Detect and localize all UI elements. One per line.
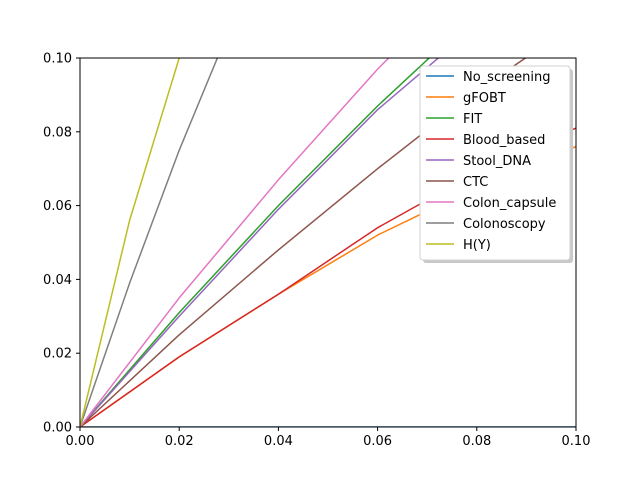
x-tick-label: 0.04 [264,434,293,449]
legend-label: Stool_DNA [463,154,531,169]
x-tick-label: 0.08 [462,434,491,449]
series-line-4 [80,58,440,427]
axes-frame [79,57,577,428]
x-tick-label: 0.00 [66,434,95,449]
legend-box [419,65,571,261]
series-layer [80,58,576,427]
y-tick-label: 0.10 [43,52,72,67]
y-tick-label: 0.04 [43,273,72,288]
x-tick-label: 0.06 [363,434,392,449]
legend-label: FIT [463,112,482,127]
series-line-7 [80,58,219,427]
series-line-8 [80,58,181,427]
legend-label: CTC [463,175,488,190]
y-axis: 0.00 0.02 0.04 0.06 0.08 0.10 [43,52,80,436]
series-line-2 [80,58,431,427]
legend-label: Colonoscopy [463,217,546,232]
legend-label: Colon_capsule [463,196,556,211]
series-line-6 [80,58,390,427]
legend-label: No_screening [463,70,551,85]
y-tick-label: 0.08 [43,125,72,140]
y-tick-label: 0.00 [43,421,72,436]
legend-label: gFOBT [463,91,506,106]
y-tick-label: 0.02 [43,347,72,362]
x-tick-label: 0.02 [165,434,194,449]
legend-label: Blood_based [463,133,545,148]
legend-label: H(Y) [463,238,491,253]
x-axis: 0.00 0.02 0.04 0.06 0.08 0.10 [66,427,591,449]
y-tick-label: 0.06 [43,199,72,214]
x-tick-label: 0.10 [562,434,591,449]
legend: No_screening gFOBT FIT Blood_based Stool_DNA… [419,65,573,263]
